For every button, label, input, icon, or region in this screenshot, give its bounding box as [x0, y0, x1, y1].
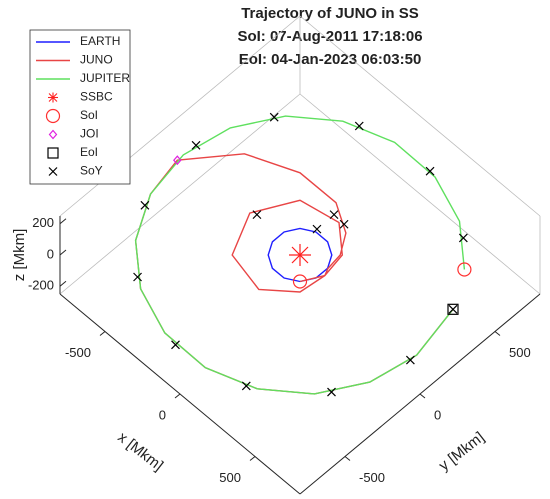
marker	[48, 167, 58, 176]
marker	[45, 108, 61, 124]
marker-stroke	[133, 272, 142, 282]
marker-shape	[173, 155, 182, 166]
marker-shape	[48, 129, 58, 140]
y-tick-label: 0	[434, 407, 441, 422]
y-tick	[419, 393, 426, 399]
marker	[140, 200, 150, 210]
marker-stroke	[171, 340, 180, 350]
chart-subtitle: EoI: 04-Jan-2023 06:03:50	[239, 51, 422, 68]
marker	[47, 147, 59, 159]
marker-stroke	[339, 219, 349, 229]
z-tick	[59, 249, 67, 256]
legend-label: SSBC	[80, 90, 113, 104]
legend-label: JUNO	[80, 53, 113, 67]
marker-shape	[457, 262, 472, 277]
z-tick	[59, 218, 67, 225]
z-tick	[59, 280, 67, 287]
marker-stroke	[191, 140, 201, 150]
z-tick-label: 200	[32, 215, 54, 230]
marker	[312, 224, 322, 234]
marker	[289, 244, 311, 266]
x-axis-label: x [Mkm]	[114, 429, 166, 475]
marker	[171, 340, 180, 350]
legend-label: EARTH	[80, 34, 120, 48]
legend-box	[29, 29, 131, 185]
z-tick-label: 0	[47, 246, 54, 261]
marker-stroke	[140, 200, 150, 210]
marker-stroke	[48, 167, 58, 176]
legend-swatch	[48, 93, 58, 102]
x-tick	[249, 456, 256, 461]
marker-stroke	[458, 233, 468, 243]
marker-shape	[292, 274, 308, 289]
marker	[447, 303, 459, 315]
legend-label: JUPITER	[80, 71, 130, 85]
marker-stroke	[241, 381, 251, 391]
box-edge	[299, 93, 541, 295]
marker	[457, 262, 472, 277]
marker	[425, 166, 435, 176]
x-tick	[174, 393, 181, 399]
marker	[292, 274, 308, 289]
x-tick-label: 500	[219, 470, 241, 485]
legend-label: SoI	[80, 108, 98, 122]
chart-title: Trajectory of JUNO in SS	[241, 5, 419, 22]
marker	[133, 272, 142, 282]
chart-subtitle: SoI: 07-Aug-2011 17:18:06	[237, 28, 422, 45]
legend-label: EoI	[80, 145, 98, 159]
y-tick	[344, 456, 351, 461]
y-tick-label: -500	[359, 470, 385, 485]
marker	[339, 219, 349, 229]
marker	[191, 140, 201, 150]
marker	[241, 381, 251, 391]
x-tick	[99, 331, 106, 336]
x-tick-label: -500	[65, 345, 91, 360]
marker-stroke	[425, 166, 435, 176]
marker-stroke	[329, 210, 339, 220]
marker-stroke	[327, 387, 336, 397]
marker-stroke	[291, 246, 309, 264]
y-axis-label: y [Mkm]	[436, 429, 488, 475]
trajectory	[134, 153, 454, 395]
legend-label: SoY	[80, 164, 103, 178]
marker-shape	[45, 108, 61, 124]
marker-shape	[447, 303, 459, 315]
y-tick	[494, 331, 501, 336]
marker	[327, 387, 336, 397]
marker	[405, 355, 415, 365]
marker-stroke	[405, 355, 415, 365]
marker	[173, 155, 182, 166]
marker	[329, 210, 339, 220]
marker-stroke	[252, 210, 262, 220]
trajectory	[134, 115, 466, 395]
y-tick-label: 500	[509, 345, 531, 360]
marker-stroke	[269, 112, 279, 122]
z-axis-label: z [Mkm]	[11, 229, 28, 282]
marker	[354, 121, 364, 131]
z-tick-label: -200	[28, 278, 54, 293]
legend-label: JOI	[80, 127, 99, 141]
marker-stroke	[312, 224, 322, 234]
box-edge	[59, 93, 301, 295]
box-edge	[299, 15, 541, 217]
marker	[269, 112, 279, 122]
marker	[48, 129, 58, 140]
marker-stroke	[448, 304, 458, 314]
marker	[448, 304, 458, 314]
x-tick-label: 0	[159, 407, 166, 422]
marker-shape	[47, 147, 59, 159]
marker	[458, 233, 468, 243]
marker-stroke	[354, 121, 364, 131]
marker	[252, 210, 262, 220]
